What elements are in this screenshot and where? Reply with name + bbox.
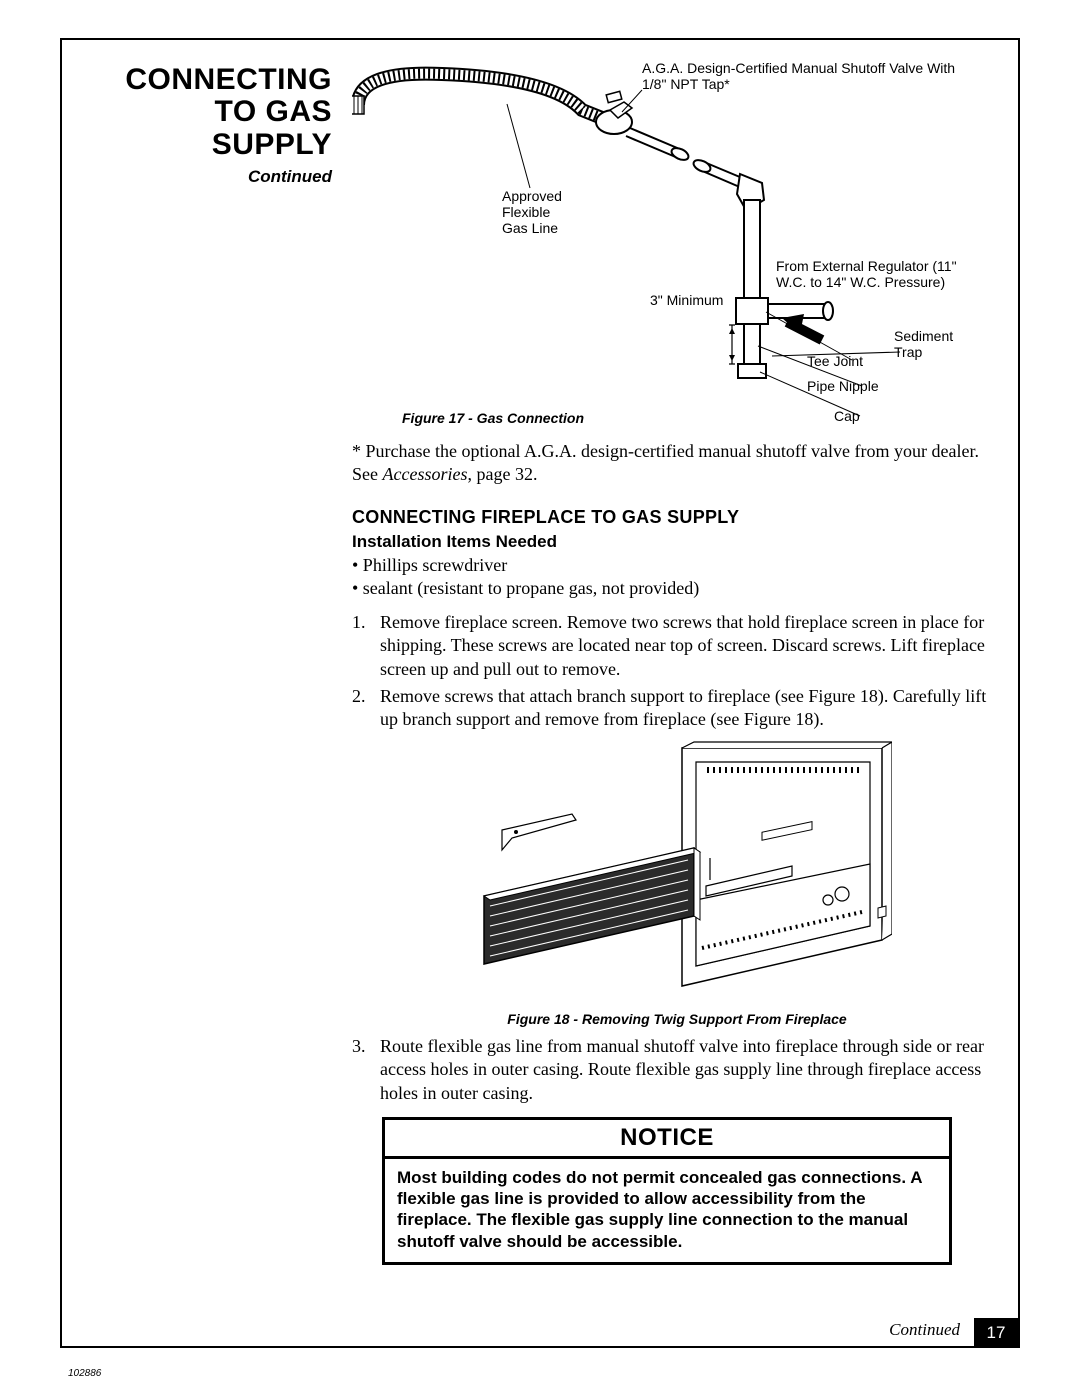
heading-line: TO GAS [215,95,332,128]
right-column: A.G.A. Design-Certified Manual Shutoff V… [352,60,1002,1265]
step-text: Remove screws that attach branch support… [380,685,1002,732]
label-min: 3" Minimum [650,292,723,308]
heading-line: SUPPLY [212,128,332,161]
list-item: • sealant (resistant to propane gas, not… [352,577,1002,600]
label-sediment: Sediment Trap [894,328,974,360]
step-number: 2. [352,685,380,732]
step-item: 1. Remove fireplace screen. Remove two s… [352,611,1002,681]
step-text: Remove fireplace screen. Remove two scre… [380,611,1002,681]
items-list: • Phillips screwdriver • sealant (resist… [352,554,1002,601]
step-number: 1. [352,611,380,681]
document-id: 102886 [68,1368,101,1379]
figure-18-caption: Figure 18 - Removing Twig Support From F… [352,1011,1002,1027]
section-heading: CONNECTING TO GAS SUPPLY [82,64,332,161]
gas-connection-svg [352,60,1002,440]
notice-title: NOTICE [385,1120,949,1159]
step-text: Route flexible gas line from manual shut… [380,1035,1002,1105]
figure-18-diagram [462,740,892,1000]
continued-bottom: Continued [889,1320,960,1340]
step-item: 3. Route flexible gas line from manual s… [352,1035,1002,1105]
heading-line: CONNECTING [125,63,332,96]
figure-18-wrap: Figure 18 - Removing Twig Support From F… [352,740,1002,1027]
items-needed-heading: Installation Items Needed [352,532,1002,552]
label-regulator: From External Regulator (11" W.C. to 14"… [776,258,976,290]
step-number: 3. [352,1035,380,1105]
figure-17-caption: Figure 17 - Gas Connection [402,410,584,426]
notice-box: NOTICE Most building codes do not permit… [382,1117,952,1265]
fireplace-svg [462,740,892,1000]
label-flexline: Approved Flexible Gas Line [502,188,562,236]
purchase-note: * Purchase the optional A.G.A. design-ce… [352,440,1002,485]
page-frame: CONNECTING TO GAS SUPPLY Continued [60,38,1020,1348]
label-cap: Cap [834,408,860,424]
step-item: 2. Remove screws that attach branch supp… [352,685,1002,732]
purchase-note-post: , page 32. [467,464,537,484]
label-tee: Tee Joint [807,353,863,369]
figure-17-diagram: A.G.A. Design-Certified Manual Shutoff V… [352,60,1002,440]
label-valve: A.G.A. Design-Certified Manual Shutoff V… [642,60,982,92]
notice-body: Most building codes do not permit concea… [385,1159,949,1262]
list-item: • Phillips screwdriver [352,554,1002,577]
left-column: CONNECTING TO GAS SUPPLY Continued [82,64,332,187]
steps-list-cont: 3. Route flexible gas line from manual s… [352,1035,1002,1105]
page: CONNECTING TO GAS SUPPLY Continued [0,0,1080,1397]
steps-list: 1. Remove fireplace screen. Remove two s… [352,611,1002,732]
continued-label: Continued [82,167,332,187]
page-number: 17 [974,1318,1018,1348]
accessories-ref: Accessories [383,464,468,484]
connecting-fireplace-heading: CONNECTING FIREPLACE TO GAS SUPPLY [352,507,1002,528]
label-nipple: Pipe Nipple [807,378,879,394]
